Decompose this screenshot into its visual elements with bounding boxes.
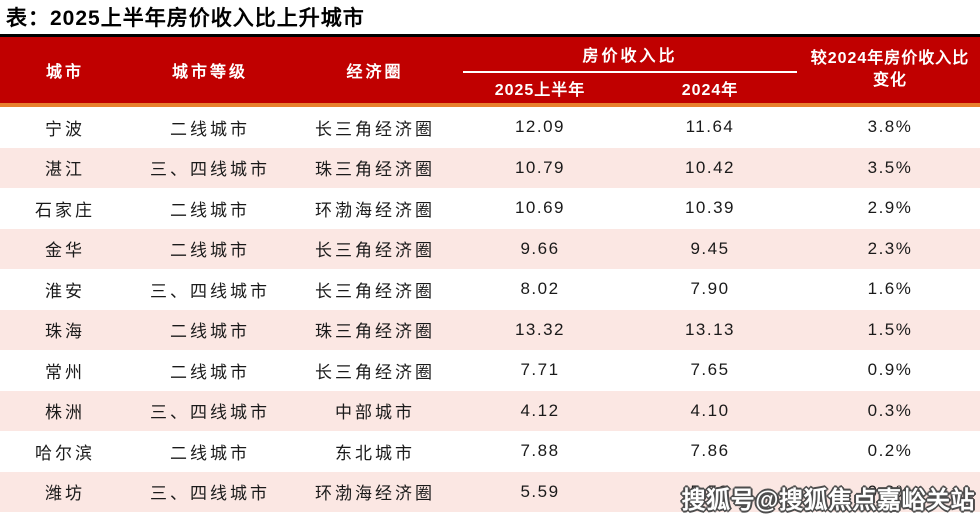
cell-y-2024: 9.45	[690, 238, 730, 258]
cell-change: 0.9%	[867, 360, 913, 380]
header-circle: 经济圈	[346, 64, 404, 81]
cell-city: 淮安	[45, 281, 85, 301]
table-row: 株洲 三、四线城市 中部城市 4.12 4.10 0.3%	[0, 390, 980, 431]
cell-tier: 二线城市	[170, 200, 250, 220]
table-row: 淮安 三、四线城市 长三角经济圈 8.02 7.90 1.6%	[0, 269, 980, 310]
cell-city: 金华	[45, 241, 85, 261]
page-title: 表：2025上半年房价收入比上升城市	[6, 7, 365, 30]
cell-y-2024: 7.90	[690, 279, 730, 299]
table-row: 宁波 二线城市 长三角经济圈 12.09 11.64 3.8%	[0, 107, 980, 148]
cell-h1-2025: 7.88	[520, 441, 560, 461]
table-row: 石家庄 二线城市 环渤海经济圈 10.69 10.39 2.9%	[0, 188, 980, 229]
cell-y-2024: 7.65	[690, 360, 730, 380]
watermark: 搜狐号@搜狐焦点嘉峪关站	[681, 487, 975, 514]
cell-city: 珠海	[45, 322, 85, 342]
cell-change: 0.2%	[867, 481, 913, 501]
table-body: 宁波 二线城市 长三角经济圈 12.09 11.64 3.8% 湛江 三、四线城市 珠三角经济圈…	[0, 107, 980, 512]
header-city: 城市	[45, 64, 84, 81]
table-row: 湛江 三、四线城市 珠三角经济圈 10.79 10.42 3.5%	[0, 147, 980, 188]
cell-change: 1.5%	[867, 319, 913, 339]
table-row: 金华 二线城市 长三角经济圈 9.66 9.45 2.3%	[0, 228, 980, 269]
cell-circle: 长三角经济圈	[315, 241, 435, 261]
header-bottom-divider	[0, 103, 980, 107]
ratio-group-underline	[463, 71, 797, 73]
header-change: 较2024年房价收入比变化	[810, 50, 970, 89]
cell-h1-2025: 10.79	[514, 157, 566, 177]
cell-circle: 长三角经济圈	[315, 119, 435, 139]
cell-circle: 中部城市	[335, 403, 415, 423]
cell-change: 1.6%	[867, 279, 913, 299]
cell-tier: 三、四线城市	[150, 160, 270, 180]
header-2024: 2024年	[681, 82, 739, 99]
cell-circle: 珠三角经济圈	[315, 322, 435, 342]
cell-circle: 长三角经济圈	[315, 362, 435, 382]
cell-h1-2025: 13.32	[514, 319, 566, 339]
cell-city: 石家庄	[35, 200, 95, 220]
table-row: 珠海 二线城市 珠三角经济圈 13.32 13.13 1.5%	[0, 309, 980, 350]
table-top-border	[0, 34, 980, 37]
header-ratio-group: 房价收入比 2025上半年 2024年	[460, 37, 800, 103]
cell-change: 3.8%	[867, 117, 913, 137]
cell-tier: 三、四线城市	[150, 281, 270, 301]
cell-y-2024: 10.39	[684, 198, 736, 218]
table-header: 城市 城市等级 经济圈 房价收入比 2025上半年 2024年 较2024年房价…	[0, 37, 980, 103]
cell-h1-2025: 4.12	[520, 400, 560, 420]
cell-tier: 二线城市	[170, 322, 250, 342]
cell-h1-2025: 5.59	[520, 481, 560, 501]
cell-y-2024: 7.86	[690, 441, 730, 461]
cell-tier: 三、四线城市	[150, 484, 270, 504]
header-ratio-group-label: 房价收入比	[582, 48, 678, 65]
table-row: 哈尔滨 二线城市 东北城市 7.88 7.86 0.2%	[0, 431, 980, 472]
cell-city: 株洲	[45, 403, 85, 423]
cell-y-2024: 4.10	[690, 400, 730, 420]
cell-tier: 二线城市	[170, 362, 250, 382]
cell-change: 0.3%	[867, 400, 913, 420]
cell-circle: 东北城市	[335, 443, 415, 463]
header-tier: 城市等级	[171, 64, 248, 81]
cell-y-2024: 11.64	[685, 117, 735, 137]
cell-change: 2.9%	[867, 198, 913, 218]
cell-tier: 二线城市	[170, 241, 250, 261]
cell-tier: 二线城市	[170, 119, 250, 139]
cell-city: 湛江	[45, 160, 85, 180]
cell-h1-2025: 12.09	[514, 117, 566, 137]
cell-h1-2025: 7.71	[520, 360, 560, 380]
cell-city: 潍坊	[45, 484, 85, 504]
cell-h1-2025: 9.66	[520, 238, 560, 258]
cell-tier: 三、四线城市	[150, 403, 270, 423]
cell-change: 2.3%	[867, 238, 913, 258]
cell-change: 3.5%	[867, 157, 913, 177]
header-2025-h1: 2025上半年	[494, 82, 586, 99]
cell-h1-2025: 8.02	[520, 279, 560, 299]
cell-change: 0.2%	[867, 441, 913, 461]
cell-city: 宁波	[45, 119, 85, 139]
table-row: 潍坊 三、四线城市 环渤海经济圈 5.59 5.58 0.2%	[0, 471, 980, 512]
cell-circle: 珠三角经济圈	[315, 160, 435, 180]
cell-y-2024: 13.13	[684, 319, 736, 339]
cell-tier: 二线城市	[170, 443, 250, 463]
cell-circle: 环渤海经济圈	[315, 484, 435, 504]
cell-y-2024: 10.42	[684, 157, 736, 177]
cell-circle: 环渤海经济圈	[315, 200, 435, 220]
header-ratio-subcolumns: 2025上半年 2024年	[460, 73, 800, 103]
cell-h1-2025: 10.69	[514, 198, 566, 218]
cell-city: 常州	[45, 362, 85, 382]
cell-city: 哈尔滨	[35, 443, 95, 463]
cell-y-2024: 5.58	[690, 481, 730, 501]
table-row: 常州 二线城市 长三角经济圈 7.71 7.65 0.9%	[0, 350, 980, 391]
cell-circle: 长三角经济圈	[315, 281, 435, 301]
